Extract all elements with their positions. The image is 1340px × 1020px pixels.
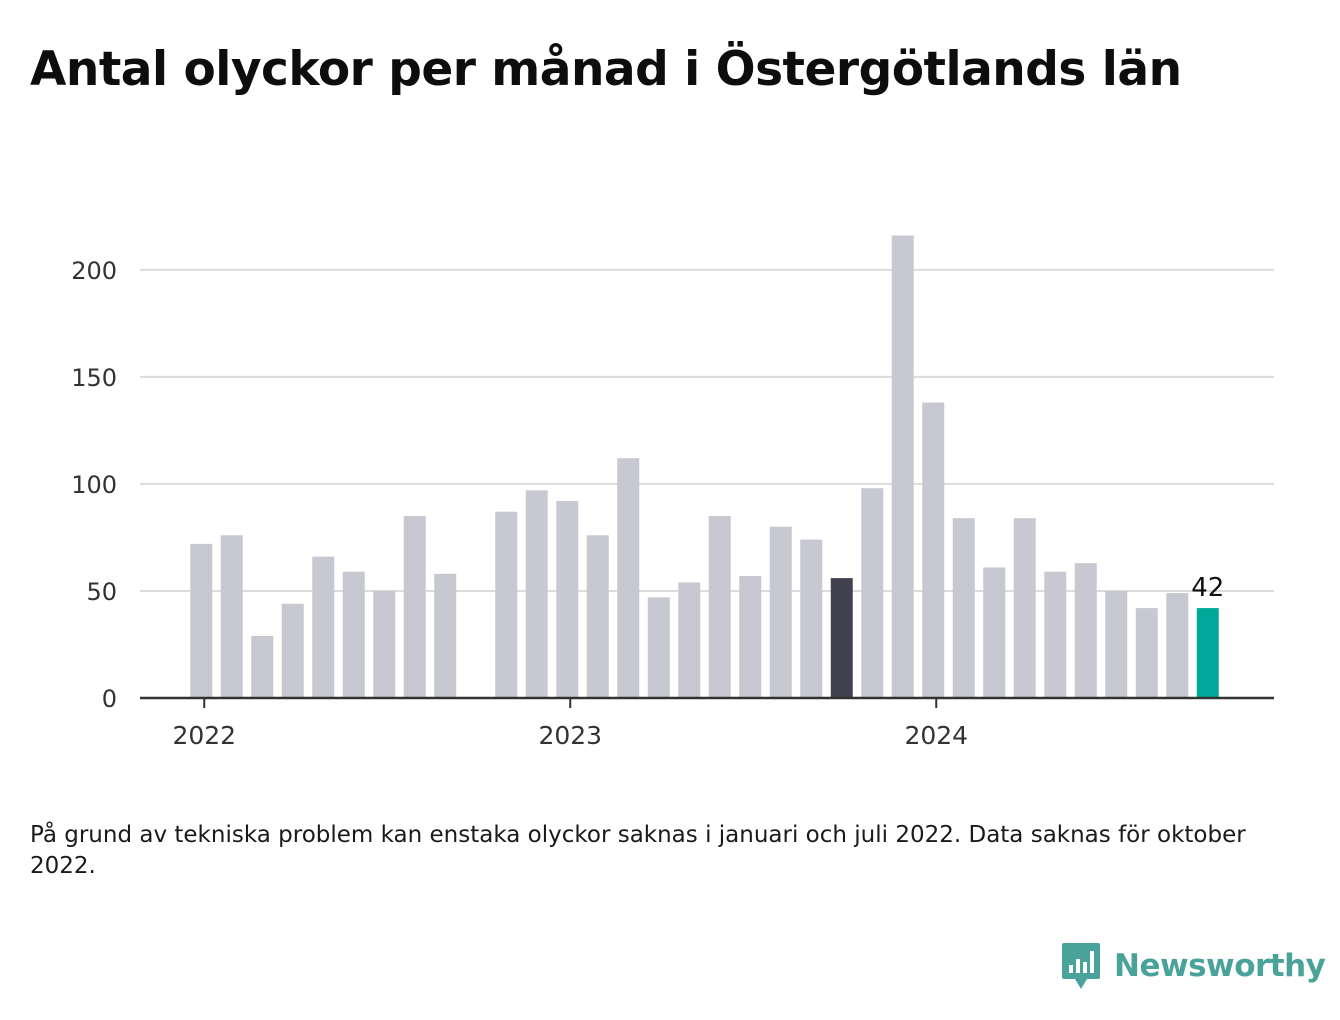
footnote: På grund av tekniska problem kan enstaka…: [30, 822, 1246, 879]
bar-2022-05: [312, 556, 335, 698]
bar-2024-02: [952, 518, 975, 698]
bar-2022-11: [495, 511, 518, 698]
y-tick-label: 150: [71, 364, 117, 392]
grid-lines: [140, 268, 1274, 592]
bar-2023-07: [739, 575, 762, 698]
bar-2023-04: [647, 597, 670, 698]
brand-name: Newsworthy: [1114, 948, 1326, 984]
bar-2023-03: [617, 458, 640, 698]
bar-2022-07: [373, 590, 396, 698]
chart-title: Antal olyckor per månad i Östergötlands …: [30, 42, 1182, 97]
bar-2022-12: [525, 490, 548, 698]
bar-2022-06: [342, 571, 365, 698]
bar-2024-07: [1105, 590, 1128, 698]
bar-2024-06: [1074, 563, 1097, 698]
data-label: 42: [1191, 573, 1224, 603]
bar-2022-01: [190, 543, 213, 698]
bar-2024-04: [1013, 518, 1036, 698]
bar-2023-11: [861, 488, 884, 698]
x-tick-label: 2022: [172, 721, 236, 750]
bars: [190, 235, 1219, 698]
bar-2022-03: [251, 635, 274, 698]
bar-2023-12: [891, 235, 914, 698]
bar-2023-10: [830, 578, 853, 698]
bar-2024-01: [922, 402, 945, 698]
bar-chart: 0 50 100 150 200 2022 2023 2024 42: [71, 235, 1274, 750]
bar-2022-09: [434, 573, 457, 698]
y-axis-tick-labels: 0 50 100 150 200: [71, 257, 117, 713]
bar-2024-03: [983, 567, 1006, 698]
bar-chart-speech-bubble-icon: [1062, 943, 1100, 989]
bar-2023-08: [769, 526, 792, 698]
newsworthy-logo[interactable]: Newsworthy: [1060, 940, 1326, 992]
y-tick-label: 50: [86, 578, 117, 606]
bar-2024-10: [1196, 608, 1219, 698]
bar-2024-05: [1044, 571, 1067, 698]
bar-2023-01: [556, 501, 579, 698]
bar-2022-04: [281, 603, 304, 698]
y-tick-label: 200: [71, 257, 117, 285]
bar-2024-08: [1135, 608, 1158, 698]
data-labels: 42: [1191, 573, 1224, 603]
bar-2024-09: [1166, 593, 1189, 698]
bar-2023-06: [708, 516, 731, 698]
bar-2023-02: [586, 535, 609, 698]
y-tick-label: 100: [71, 471, 117, 499]
bar-2023-05: [678, 582, 701, 698]
x-axis: 2022 2023 2024: [140, 696, 1274, 750]
bar-2022-08: [403, 516, 426, 698]
x-tick-label: 2023: [538, 721, 602, 750]
y-tick-label: 0: [102, 685, 117, 713]
bar-2023-09: [800, 539, 823, 698]
x-tick-label: 2024: [904, 721, 968, 750]
bar-2022-02: [220, 535, 243, 698]
